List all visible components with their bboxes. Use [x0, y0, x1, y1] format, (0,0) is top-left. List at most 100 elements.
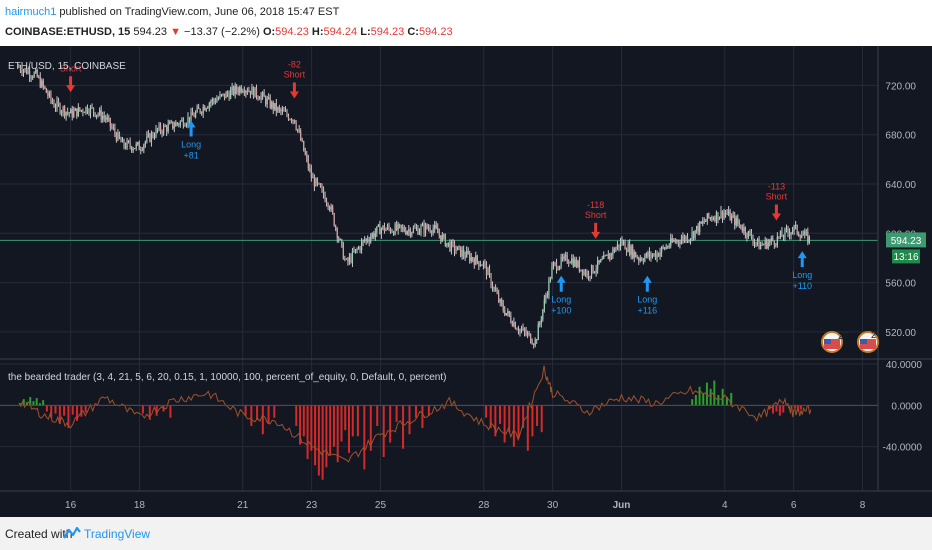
candle-body	[688, 240, 690, 242]
candle-body	[661, 247, 663, 253]
candle-body	[33, 72, 35, 78]
candle-body	[705, 220, 707, 222]
candle-body	[156, 128, 159, 130]
candle-body	[542, 309, 544, 320]
histogram-bar	[67, 405, 70, 429]
candle-body	[752, 238, 754, 244]
candle-body	[178, 123, 180, 125]
candle-body	[415, 227, 418, 229]
candle-body	[144, 141, 146, 145]
candle-body	[577, 260, 579, 267]
candle-body	[490, 274, 492, 286]
candle-body	[479, 265, 481, 267]
time-tick-label: 30	[547, 500, 559, 511]
candle-body	[551, 266, 553, 279]
candle-body	[481, 265, 483, 267]
candle-body	[788, 232, 791, 236]
candle-body	[537, 324, 539, 341]
economic-event-badge[interactable]: 27	[821, 331, 848, 353]
candle-body	[274, 103, 276, 110]
candle-body	[333, 213, 335, 226]
candle-body	[120, 138, 122, 143]
candle-body	[45, 88, 47, 93]
candle-body	[194, 112, 197, 118]
candle-body	[102, 116, 104, 120]
histogram-bar	[35, 398, 38, 406]
open-value: 594.23	[275, 26, 309, 38]
candle-body	[159, 125, 162, 132]
author-link[interactable]: hairmuch1	[5, 6, 57, 18]
candle-body	[403, 227, 405, 232]
candle-body	[552, 262, 555, 267]
candle-body	[702, 221, 704, 224]
last-price-axis-value: 594.23	[891, 236, 922, 247]
candle-body	[452, 241, 454, 244]
candle-body	[568, 262, 570, 264]
price-tick-label: 680.00	[885, 131, 916, 142]
chart-canvas[interactable]: ShortLong+81Short-82Long+100Short-118Lon…	[0, 46, 932, 517]
candle-body	[449, 242, 451, 251]
candle-body	[385, 228, 387, 231]
candle-body	[213, 99, 215, 101]
histogram-bar	[80, 405, 83, 417]
candle-body	[342, 243, 344, 260]
candle-body	[476, 255, 478, 262]
candle-body	[740, 224, 742, 229]
candle-body	[562, 256, 564, 259]
candle-body	[554, 262, 556, 264]
candle-body	[612, 248, 614, 256]
candle-body	[761, 244, 763, 246]
candle-body	[781, 231, 783, 237]
oscillator-axis[interactable]: 40.0000 0.0000 -40.0000	[883, 360, 923, 454]
candle-body	[744, 227, 746, 235]
candle-body	[280, 108, 282, 112]
tradingview-link[interactable]: TradingView	[84, 527, 151, 541]
candle-body	[210, 102, 212, 104]
candle-body	[322, 188, 325, 196]
candle-body	[758, 238, 760, 250]
histogram-bar	[717, 395, 720, 406]
candle-body	[377, 224, 379, 227]
candle-body	[79, 107, 81, 111]
candle-body	[731, 216, 733, 221]
time-axis[interactable]: 16 18 21 23 25 28 30 Jun 4 6 8	[65, 500, 866, 511]
candle-body	[301, 140, 303, 142]
histogram-bar	[778, 405, 781, 416]
candle-body	[743, 227, 745, 232]
candle-body	[324, 195, 326, 202]
candle-body	[313, 177, 315, 187]
candle-body	[409, 229, 411, 236]
histogram-bar	[694, 395, 697, 406]
candle-body	[790, 232, 792, 236]
candle-body	[297, 129, 299, 130]
candle-body	[802, 234, 804, 236]
candle-body	[48, 92, 50, 96]
candle-body	[147, 133, 149, 136]
countdown-value: 13:16	[893, 252, 918, 263]
economic-event-badge[interactable]: 2	[857, 330, 879, 353]
candle-body	[315, 178, 317, 187]
time-tick-label: 21	[237, 500, 249, 511]
candle-body	[435, 225, 437, 229]
candle-body	[683, 236, 686, 241]
candle-body	[565, 255, 567, 257]
candle-body	[263, 92, 265, 98]
candle-body	[654, 253, 657, 259]
candle-body	[88, 112, 90, 114]
histogram-bar	[250, 405, 253, 426]
histogram-bar	[775, 405, 778, 412]
histogram-bar	[314, 405, 317, 466]
candle-body	[546, 294, 548, 297]
candle-body	[793, 225, 795, 231]
candle-body	[44, 86, 46, 89]
histogram-bar	[295, 405, 298, 426]
histogram-bar	[376, 405, 379, 426]
candle-body	[47, 92, 49, 96]
candle-body	[791, 230, 794, 233]
candle-body	[121, 139, 124, 143]
candle-body	[207, 107, 209, 109]
histogram-bar	[63, 405, 66, 416]
candle-body	[143, 144, 145, 150]
candle-body	[190, 112, 192, 122]
event-badge-count: 2	[871, 330, 876, 340]
